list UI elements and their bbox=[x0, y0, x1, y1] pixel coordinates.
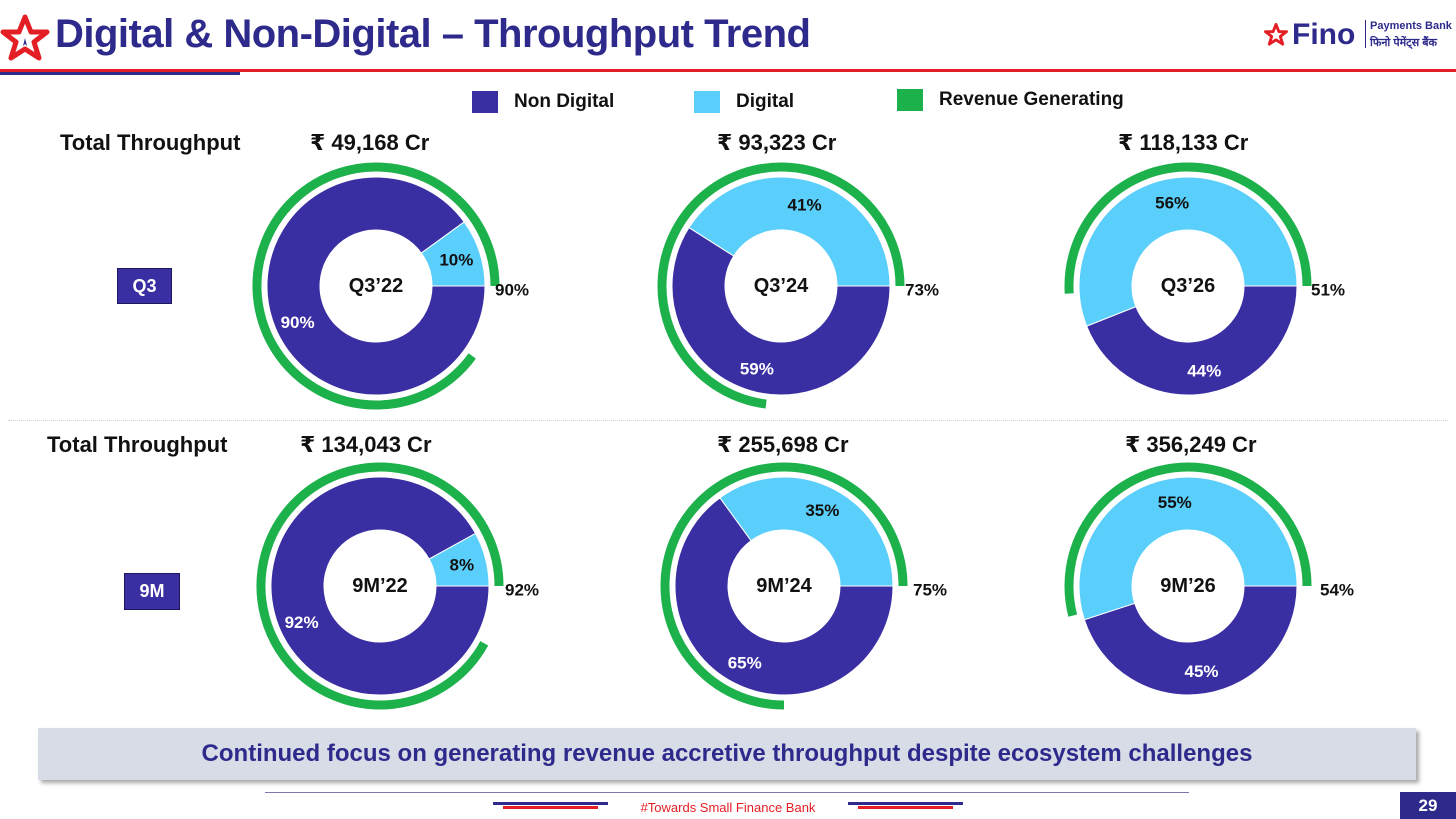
slice-digital bbox=[719, 476, 894, 587]
legend-swatch bbox=[694, 91, 720, 113]
fino-star-icon bbox=[1264, 23, 1288, 46]
slice-non-digital bbox=[1086, 285, 1298, 396]
slice-label-non-digital: 90% bbox=[281, 313, 315, 332]
slice-label-digital: 56% bbox=[1155, 193, 1189, 212]
donut-center-label: Q3’26 bbox=[1161, 275, 1215, 297]
legend-label: Revenue Generating bbox=[939, 89, 1124, 110]
donut-center-label: Q3’22 bbox=[349, 275, 403, 297]
logo-subtitle-hindi: फिनो पेमेंट्स बैंक bbox=[1370, 37, 1437, 49]
slice-non-digital bbox=[270, 476, 490, 696]
slice-label-non-digital: 65% bbox=[728, 654, 762, 673]
footer-decoration bbox=[493, 802, 608, 805]
legend-label: Non Digital bbox=[514, 91, 615, 112]
legend-revenue-generating: Revenue Generating bbox=[897, 88, 1124, 112]
total-q3-26: ₹ 118,133 Cr bbox=[1118, 130, 1249, 155]
revenue-generating-arc bbox=[256, 462, 504, 710]
footer-divider bbox=[265, 792, 1189, 793]
row-divider bbox=[8, 420, 1448, 421]
slice-label-digital: 35% bbox=[805, 501, 839, 520]
slice-digital bbox=[420, 221, 486, 287]
slice-digital bbox=[1078, 176, 1298, 327]
revenue-generating-arc bbox=[252, 162, 500, 410]
page-number: 29 bbox=[1400, 792, 1456, 819]
logo-wordmark: Fino bbox=[1292, 18, 1356, 51]
donut-center-label: Q3’24 bbox=[754, 275, 809, 297]
slice-label-digital: 41% bbox=[788, 195, 822, 214]
legend-swatch bbox=[472, 91, 498, 113]
slice-label-non-digital: 59% bbox=[740, 360, 774, 379]
total-q3-24: ₹ 93,323 Cr bbox=[717, 130, 837, 155]
slice-digital bbox=[1078, 476, 1298, 621]
slice-digital bbox=[688, 176, 891, 287]
title-underline-accent bbox=[0, 72, 240, 75]
logo-subtitle: Payments Bank bbox=[1370, 20, 1452, 32]
logo-divider bbox=[1365, 20, 1366, 48]
revenue-generating-arc bbox=[660, 462, 908, 710]
slice-non-digital bbox=[674, 497, 894, 696]
revenue-generating-label: 54% bbox=[1320, 581, 1354, 600]
slice-digital bbox=[428, 532, 490, 587]
slice-label-digital: 8% bbox=[450, 555, 475, 574]
revenue-generating-label: 75% bbox=[913, 581, 947, 600]
donut-center-label: 9M’22 bbox=[352, 575, 408, 597]
donut-center-label: 9M’24 bbox=[756, 575, 812, 597]
legend-swatch bbox=[897, 89, 923, 111]
row-label-q3: Total Throughput bbox=[60, 130, 241, 155]
page-title: Digital & Non-Digital – Throughput Trend bbox=[55, 12, 811, 56]
fino-logo: Fino Payments Bank फिनो पेमेंट्स बैंक bbox=[1262, 14, 1452, 54]
row-label-9m: Total Throughput bbox=[47, 432, 228, 457]
key-message-banner: Continued focus on generating revenue ac… bbox=[38, 728, 1416, 780]
footer-decoration bbox=[848, 802, 963, 805]
slice-non-digital bbox=[266, 176, 486, 396]
revenue-generating-arc bbox=[657, 162, 905, 409]
period-badge-9m: 9M bbox=[124, 573, 180, 610]
revenue-generating-label: 51% bbox=[1311, 281, 1345, 300]
revenue-generating-label: 73% bbox=[905, 281, 939, 300]
footer-decoration bbox=[503, 806, 598, 809]
slice-label-digital: 55% bbox=[1158, 493, 1192, 512]
revenue-generating-arc bbox=[1064, 462, 1312, 617]
slice-label-non-digital: 45% bbox=[1185, 662, 1219, 681]
star-logo-icon bbox=[0, 14, 50, 61]
legend-digital: Digital bbox=[694, 90, 794, 114]
revenue-generating-label: 90% bbox=[495, 281, 529, 300]
total-9m-26: ₹ 356,249 Cr bbox=[1125, 432, 1257, 457]
slice-non-digital bbox=[1083, 585, 1298, 696]
total-q3-22: ₹ 49,168 Cr bbox=[310, 130, 430, 155]
legend-label: Digital bbox=[736, 91, 795, 112]
total-9m-24: ₹ 255,698 Cr bbox=[717, 432, 849, 457]
total-9m-22: ₹ 134,043 Cr bbox=[300, 432, 432, 457]
footer-tagline: #Towards Small Finance Bank bbox=[640, 800, 816, 815]
slice-label-non-digital: 92% bbox=[285, 613, 319, 632]
donut-center-label: 9M’26 bbox=[1160, 575, 1216, 597]
legend-non-digital: Non Digital bbox=[472, 90, 614, 114]
footer-decoration bbox=[858, 806, 953, 809]
slice-label-non-digital: 44% bbox=[1187, 361, 1221, 380]
revenue-generating-arc bbox=[1064, 162, 1312, 294]
slice-non-digital bbox=[671, 226, 891, 396]
revenue-generating-label: 92% bbox=[505, 581, 539, 600]
period-badge-q3: Q3 bbox=[117, 268, 172, 304]
slice-label-digital: 10% bbox=[439, 250, 473, 269]
title-underline bbox=[0, 69, 1456, 72]
